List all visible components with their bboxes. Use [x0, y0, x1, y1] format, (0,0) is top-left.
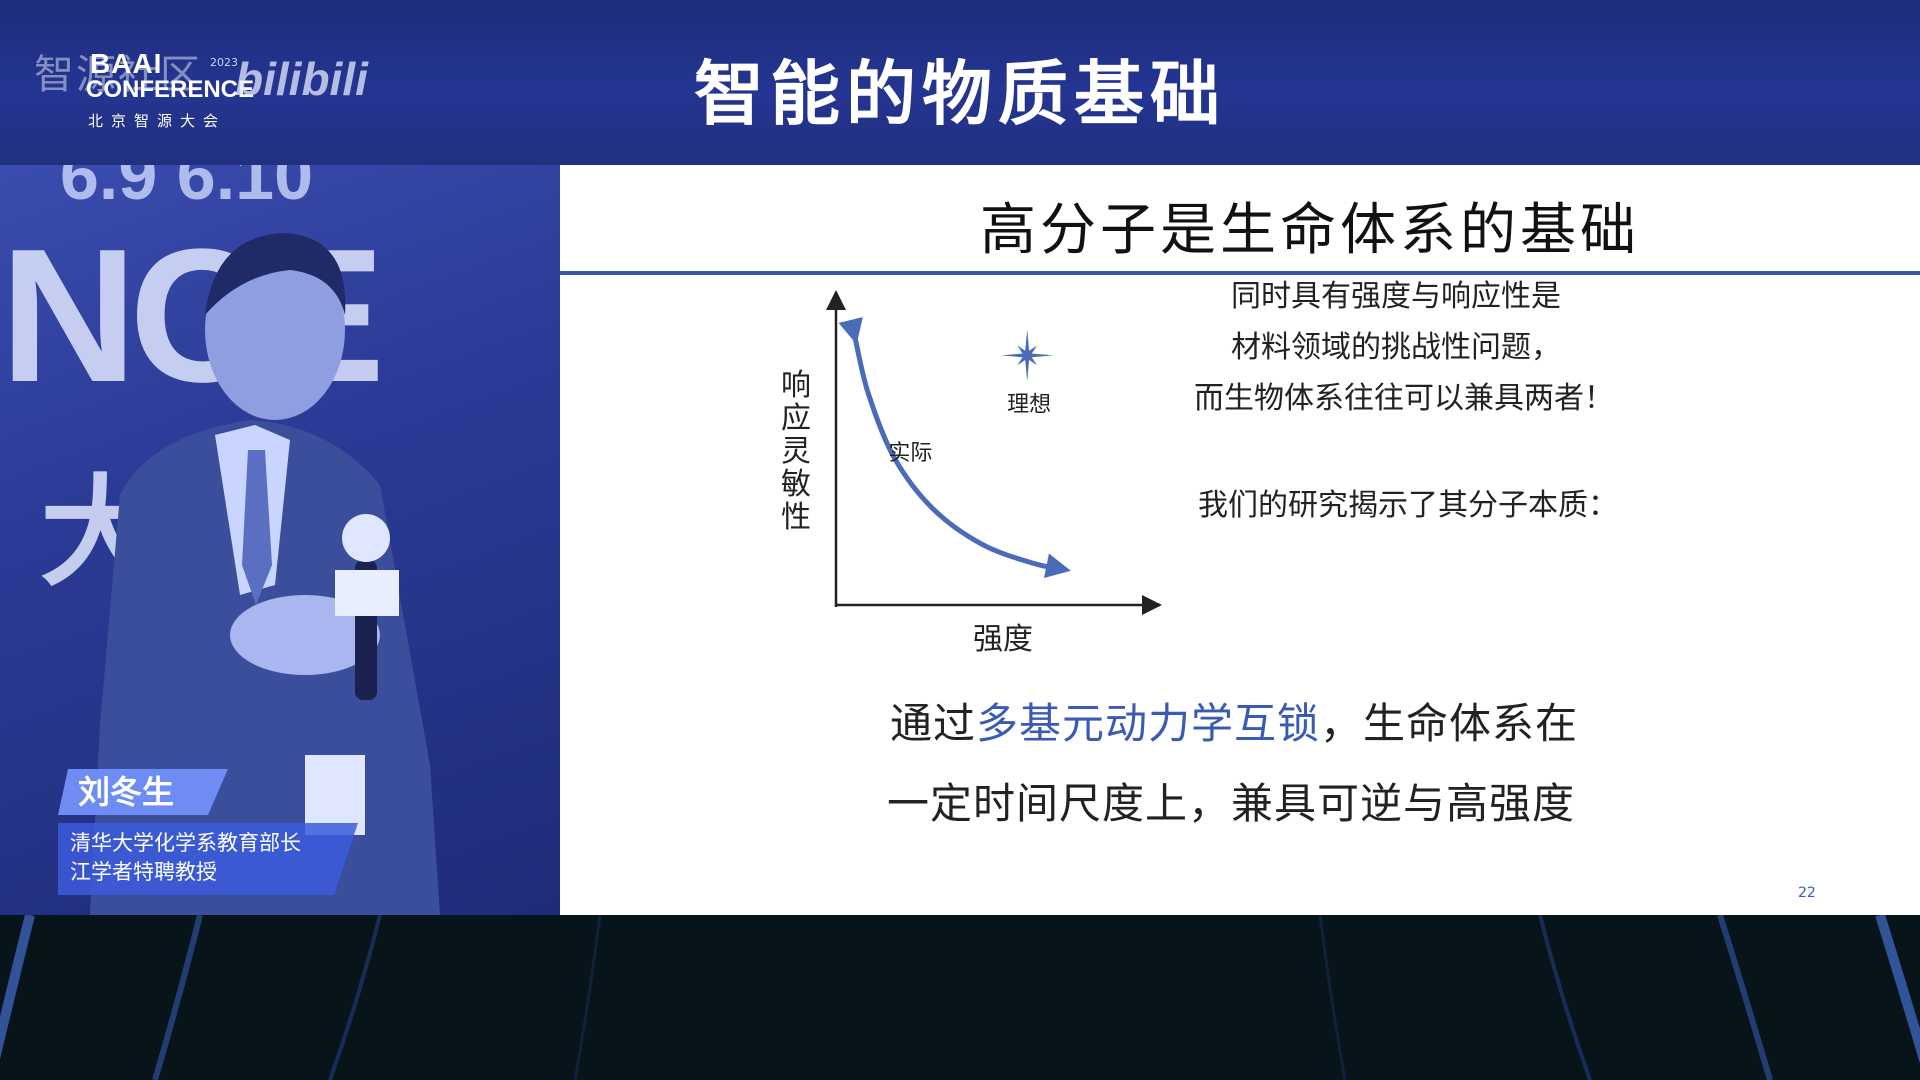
x-axis-label: 强度	[973, 622, 1033, 657]
slide-title: 高分子是生命体系的基础	[980, 198, 1640, 263]
title-divider	[560, 271, 1920, 275]
y-axis-label-char: 性	[781, 500, 811, 535]
microphone-head	[342, 514, 390, 562]
bilibili-logo: bilibili	[235, 53, 368, 105]
y-axis-label-char: 敏	[781, 467, 811, 502]
header-bar: 智源社区 BAAI 2023 CONFERENCE 北京智源大会 bilibil…	[0, 0, 1920, 165]
speaker-video: 6.9 6.10 NCE 大 刘冬生 清华大学化学系教育部长 江学者特聘教授	[0, 165, 560, 915]
real-label: 实际	[888, 441, 932, 466]
speaker-hair	[205, 233, 346, 315]
speaker-tie	[242, 450, 272, 605]
stage-light-beams	[0, 915, 1920, 1080]
text-line-4: 我们的研究揭示了其分子本质：	[1198, 488, 1618, 523]
text-line-3: 而生物体系往往可以兼具两者！	[1194, 381, 1614, 416]
speaker-badge	[305, 755, 365, 835]
conclusion-prefix: 通过	[890, 699, 977, 748]
ideal-star-icon	[1001, 329, 1054, 382]
logo-subtitle: 北京智源大会	[88, 112, 227, 130]
speaker-affiliation: 清华大学化学系教育部长 江学者特聘教授	[58, 823, 358, 895]
y-axis-label-char: 响	[781, 368, 811, 403]
conclusion-line-1: 通过多基元动力学互锁，生命体系在	[890, 690, 1578, 751]
y-axis-label-char: 应	[781, 401, 811, 436]
ideal-label: 理想	[1007, 392, 1051, 417]
conference-logo: 智源社区 BAAI 2023 CONFERENCE 北京智源大会 bilibil…	[30, 12, 368, 142]
y-axis-label-char: 灵	[781, 434, 811, 469]
background-dates: 6.9 6.10	[60, 165, 313, 214]
text-line-2: 材料领域的挑战性问题，	[1231, 330, 1561, 365]
tradeoff-chart: 实际 理想	[826, 290, 1162, 615]
speaker-title-line-2: 江学者特聘教授	[70, 860, 217, 884]
conclusion-line-2: 一定时间尺度上，兼具可逆与高强度	[887, 779, 1576, 828]
stage-background	[0, 915, 1920, 1080]
conclusion-highlight: 多基元动力学互锁	[976, 699, 1321, 748]
logo-baai-text: BAAI	[90, 48, 163, 79]
speaker-name: 刘冬生	[58, 769, 228, 815]
page-title: 智能的物质基础	[694, 53, 1226, 135]
real-curve	[838, 317, 1071, 579]
logo-conference-text: CONFERENCE	[86, 76, 255, 103]
text-line-1: 同时具有强度与响应性是	[1231, 279, 1561, 314]
presentation-slide: 高分子是生命体系的基础 实际 理想 响 应 灵 敏 性 强度 同时具有强度与响应…	[560, 165, 1920, 915]
speaker-title-line-1: 清华大学化学系教育部长	[70, 831, 301, 855]
logo-background-text: 智源社区	[34, 52, 202, 98]
page-number: 22	[1798, 885, 1816, 901]
microphone-flag	[335, 570, 399, 616]
conclusion-suffix: ，生命体系在	[1320, 699, 1579, 748]
logo-year: 2023	[210, 56, 238, 69]
